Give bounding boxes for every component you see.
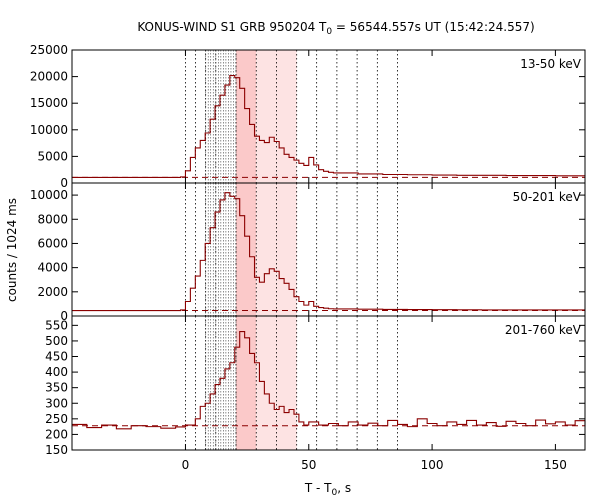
y-tick-label: 300 [45, 396, 68, 410]
y-tick-label: 150 [45, 443, 68, 457]
y-tick-label: 6000 [37, 236, 68, 250]
shaded-interval [256, 316, 297, 450]
panel-frame [71, 182, 586, 317]
x-tick-label: 50 [301, 458, 316, 472]
y-tick-label: 10000 [30, 123, 68, 137]
y-tick-label: 0 [60, 309, 68, 323]
y-tick-label: 5000 [37, 149, 68, 163]
series-line [72, 331, 586, 430]
shaded-interval [256, 183, 297, 316]
shaded-interval [236, 316, 257, 450]
y-tick-label: 450 [45, 350, 68, 364]
panel-frame [71, 49, 586, 184]
x-tick-label: 100 [421, 458, 444, 472]
y-tick-label: 350 [45, 381, 68, 395]
x-axis-label: T - T0, s [304, 481, 351, 498]
y-tick-label: 4000 [37, 261, 68, 275]
y-tick-label: 550 [45, 318, 68, 332]
y-axis-label: counts / 1024 ms [5, 198, 19, 302]
y-tick-label: 250 [45, 412, 68, 426]
series-line [72, 74, 586, 178]
shaded-interval [236, 50, 257, 183]
y-tick-label: 400 [45, 365, 68, 379]
panel-energy-label: 201-760 keV [505, 323, 582, 337]
panel-1: 0 5000 10000 15000 20000 25000 13-50 keV [30, 43, 586, 190]
y-tick-label: 500 [45, 334, 68, 348]
chart-title: KONUS-WIND S1 GRB 950204 T0 = 56544.557s… [137, 20, 534, 37]
y-tick-label: 200 [45, 427, 68, 441]
y-tick-label: 10000 [30, 188, 68, 202]
series-line [72, 192, 585, 312]
y-tick-label: 15000 [30, 96, 68, 110]
panels-group: 0 50 100 150050001000015000200002500013-50 … [30, 43, 586, 472]
x-tick-label: 150 [544, 458, 567, 472]
y-tick-label: 0 [60, 176, 68, 190]
y-tick-label: 8000 [37, 212, 68, 226]
panel-energy-label: 50-201 keV [513, 190, 582, 204]
panel-energy-label: 13-50 keV [520, 57, 582, 71]
panel-frame [71, 315, 586, 451]
y-tick-label: 20000 [30, 70, 68, 84]
shaded-interval [236, 183, 257, 316]
y-tick-label: 25000 [30, 43, 68, 57]
shaded-interval [256, 50, 297, 183]
x-tick-label: 0 [182, 458, 190, 472]
y-tick-label: 2000 [37, 285, 68, 299]
panel-2: 0 2000 4000 6000 8000 10000 50-201 keV [30, 182, 586, 323]
